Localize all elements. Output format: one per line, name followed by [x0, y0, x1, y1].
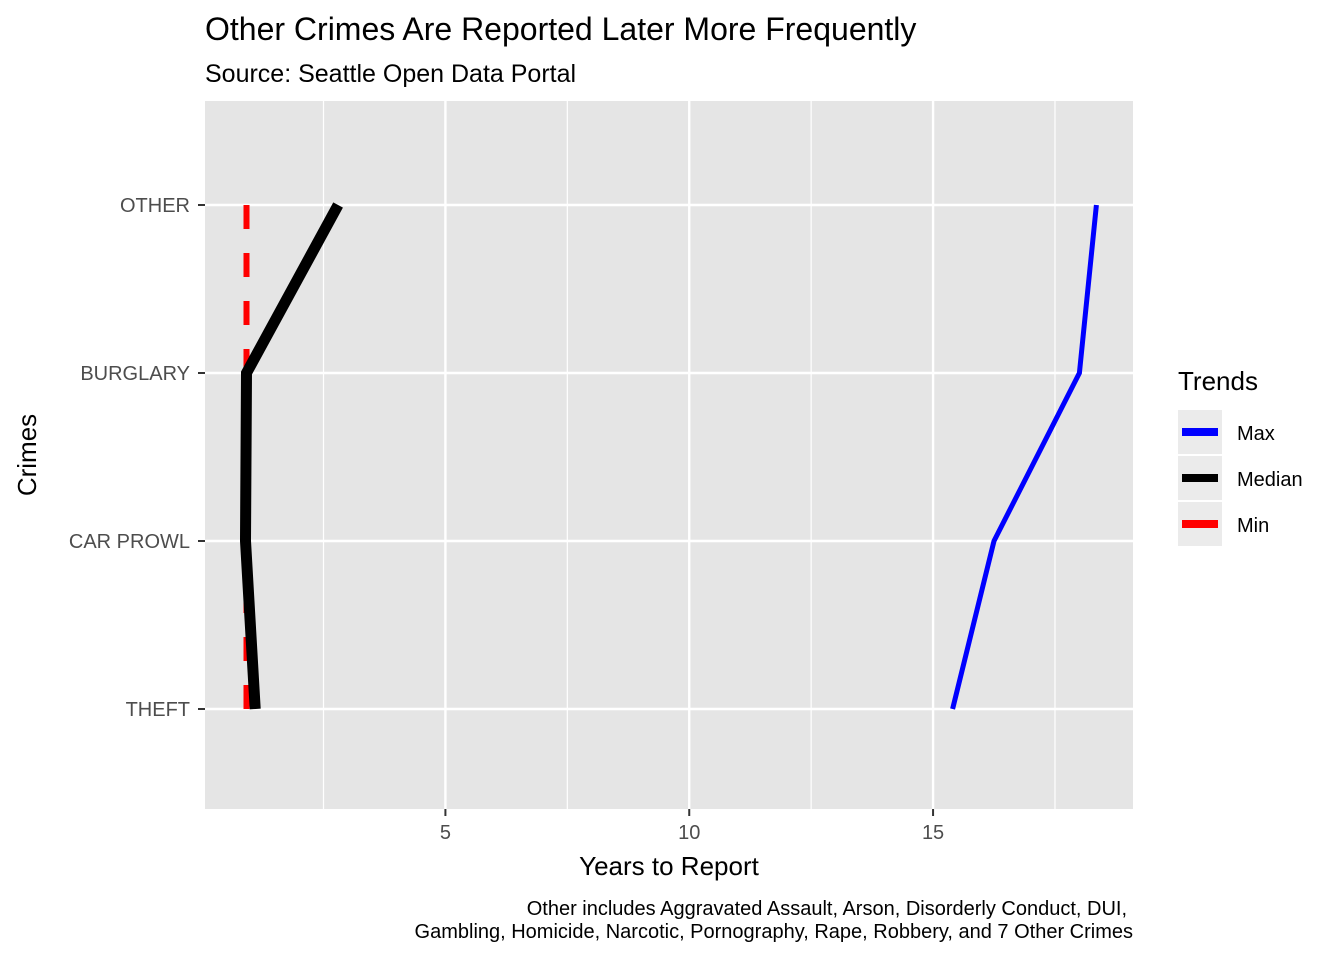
legend: Trends Max Median Min: [1178, 366, 1303, 546]
y-axis-title: Crimes: [12, 414, 42, 496]
y-tick-label: BURGLARY: [80, 363, 190, 385]
x-tick-label: 15: [922, 822, 944, 844]
grid-minor: [322, 101, 1056, 809]
series-line-median: [239, 202, 343, 710]
y-tick-label: OTHER: [120, 195, 190, 217]
grid-major: [205, 101, 1133, 809]
chart-title: Other Crimes Are Reported Later More Fre…: [205, 11, 916, 47]
y-axis: THEFT CAR PROWL BURGLARY OTHER: [69, 195, 205, 721]
y-tick-label: THEFT: [126, 699, 190, 721]
caption-line-2: Gambling, Homicide, Narcotic, Pornograph…: [415, 921, 1133, 943]
x-tick-label: 5: [440, 822, 451, 844]
plot-panel: [205, 101, 1133, 809]
series-line-max: [950, 204, 1099, 710]
legend-label: Median: [1237, 469, 1303, 491]
x-axis: 5 10 15: [440, 809, 944, 844]
legend-label: Min: [1237, 515, 1269, 537]
series-layer: [239, 202, 1099, 710]
legend-label: Max: [1237, 423, 1275, 445]
y-tick-label: CAR PROWL: [69, 531, 190, 553]
caption-line-1: Other includes Aggravated Assault, Arson…: [527, 898, 1127, 920]
legend-title: Trends: [1178, 366, 1258, 396]
chart-subtitle: Source: Seattle Open Data Portal: [205, 60, 576, 88]
x-axis-title: Years to Report: [579, 851, 759, 881]
x-tick-label: 10: [678, 822, 700, 844]
